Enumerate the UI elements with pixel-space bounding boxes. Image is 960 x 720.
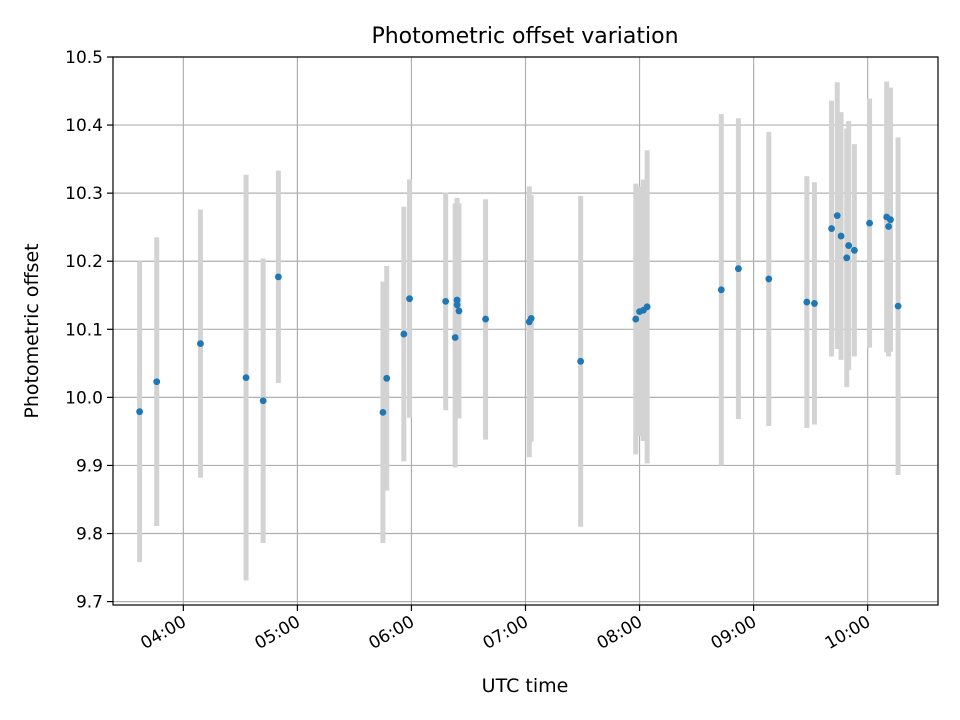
data-point xyxy=(803,298,811,306)
data-point xyxy=(833,212,841,220)
y-tick-label: 9.8 xyxy=(76,525,103,545)
data-point xyxy=(451,334,459,341)
y-tick-label: 10.0 xyxy=(65,388,103,408)
y-tick-label: 10.2 xyxy=(65,252,103,272)
data-point xyxy=(242,374,250,382)
data-point xyxy=(379,408,387,416)
grid xyxy=(113,56,938,605)
data-point xyxy=(455,307,463,315)
data-point xyxy=(885,223,892,230)
data-point xyxy=(894,302,902,310)
data-point xyxy=(887,216,894,224)
y-tick-label: 10.5 xyxy=(65,48,103,68)
y-tick-label: 10.4 xyxy=(65,116,103,136)
data-point xyxy=(197,340,204,347)
data-point xyxy=(632,315,640,323)
data-point xyxy=(837,232,845,240)
data-point xyxy=(765,275,773,283)
data-point xyxy=(843,254,851,262)
data-point xyxy=(527,315,535,322)
data-point xyxy=(850,246,858,254)
y-axis: 9.7 9.8 9.9 10.0 10.1 10.2 10.3 10.4 10.5 xyxy=(65,48,113,613)
y-tick-label: 10.3 xyxy=(65,184,103,204)
data-point xyxy=(643,303,651,311)
data-point xyxy=(442,297,450,305)
data-point xyxy=(453,301,461,309)
data-point xyxy=(383,374,391,382)
y-tick-label: 9.9 xyxy=(76,456,103,476)
data-point xyxy=(406,295,413,303)
data-point xyxy=(845,242,853,249)
data-point xyxy=(735,265,742,273)
data-point xyxy=(811,300,818,307)
data-point xyxy=(259,397,267,405)
data-point xyxy=(153,378,161,386)
data-points xyxy=(136,212,902,416)
y-axis-label: Photometric offset xyxy=(21,243,43,418)
data-point xyxy=(828,225,835,232)
chart-title: Photometric offset variation xyxy=(371,24,678,49)
x-axis-label: UTC time xyxy=(482,675,569,697)
data-point xyxy=(577,357,585,365)
y-tick-label: 10.1 xyxy=(65,320,103,340)
data-point xyxy=(482,315,489,323)
y-tick-label: 9.7 xyxy=(76,593,103,613)
data-point xyxy=(136,408,144,416)
data-point xyxy=(400,330,408,338)
data-point xyxy=(453,296,461,304)
data-point xyxy=(866,219,873,227)
data-point xyxy=(274,273,282,281)
data-point xyxy=(717,286,725,294)
